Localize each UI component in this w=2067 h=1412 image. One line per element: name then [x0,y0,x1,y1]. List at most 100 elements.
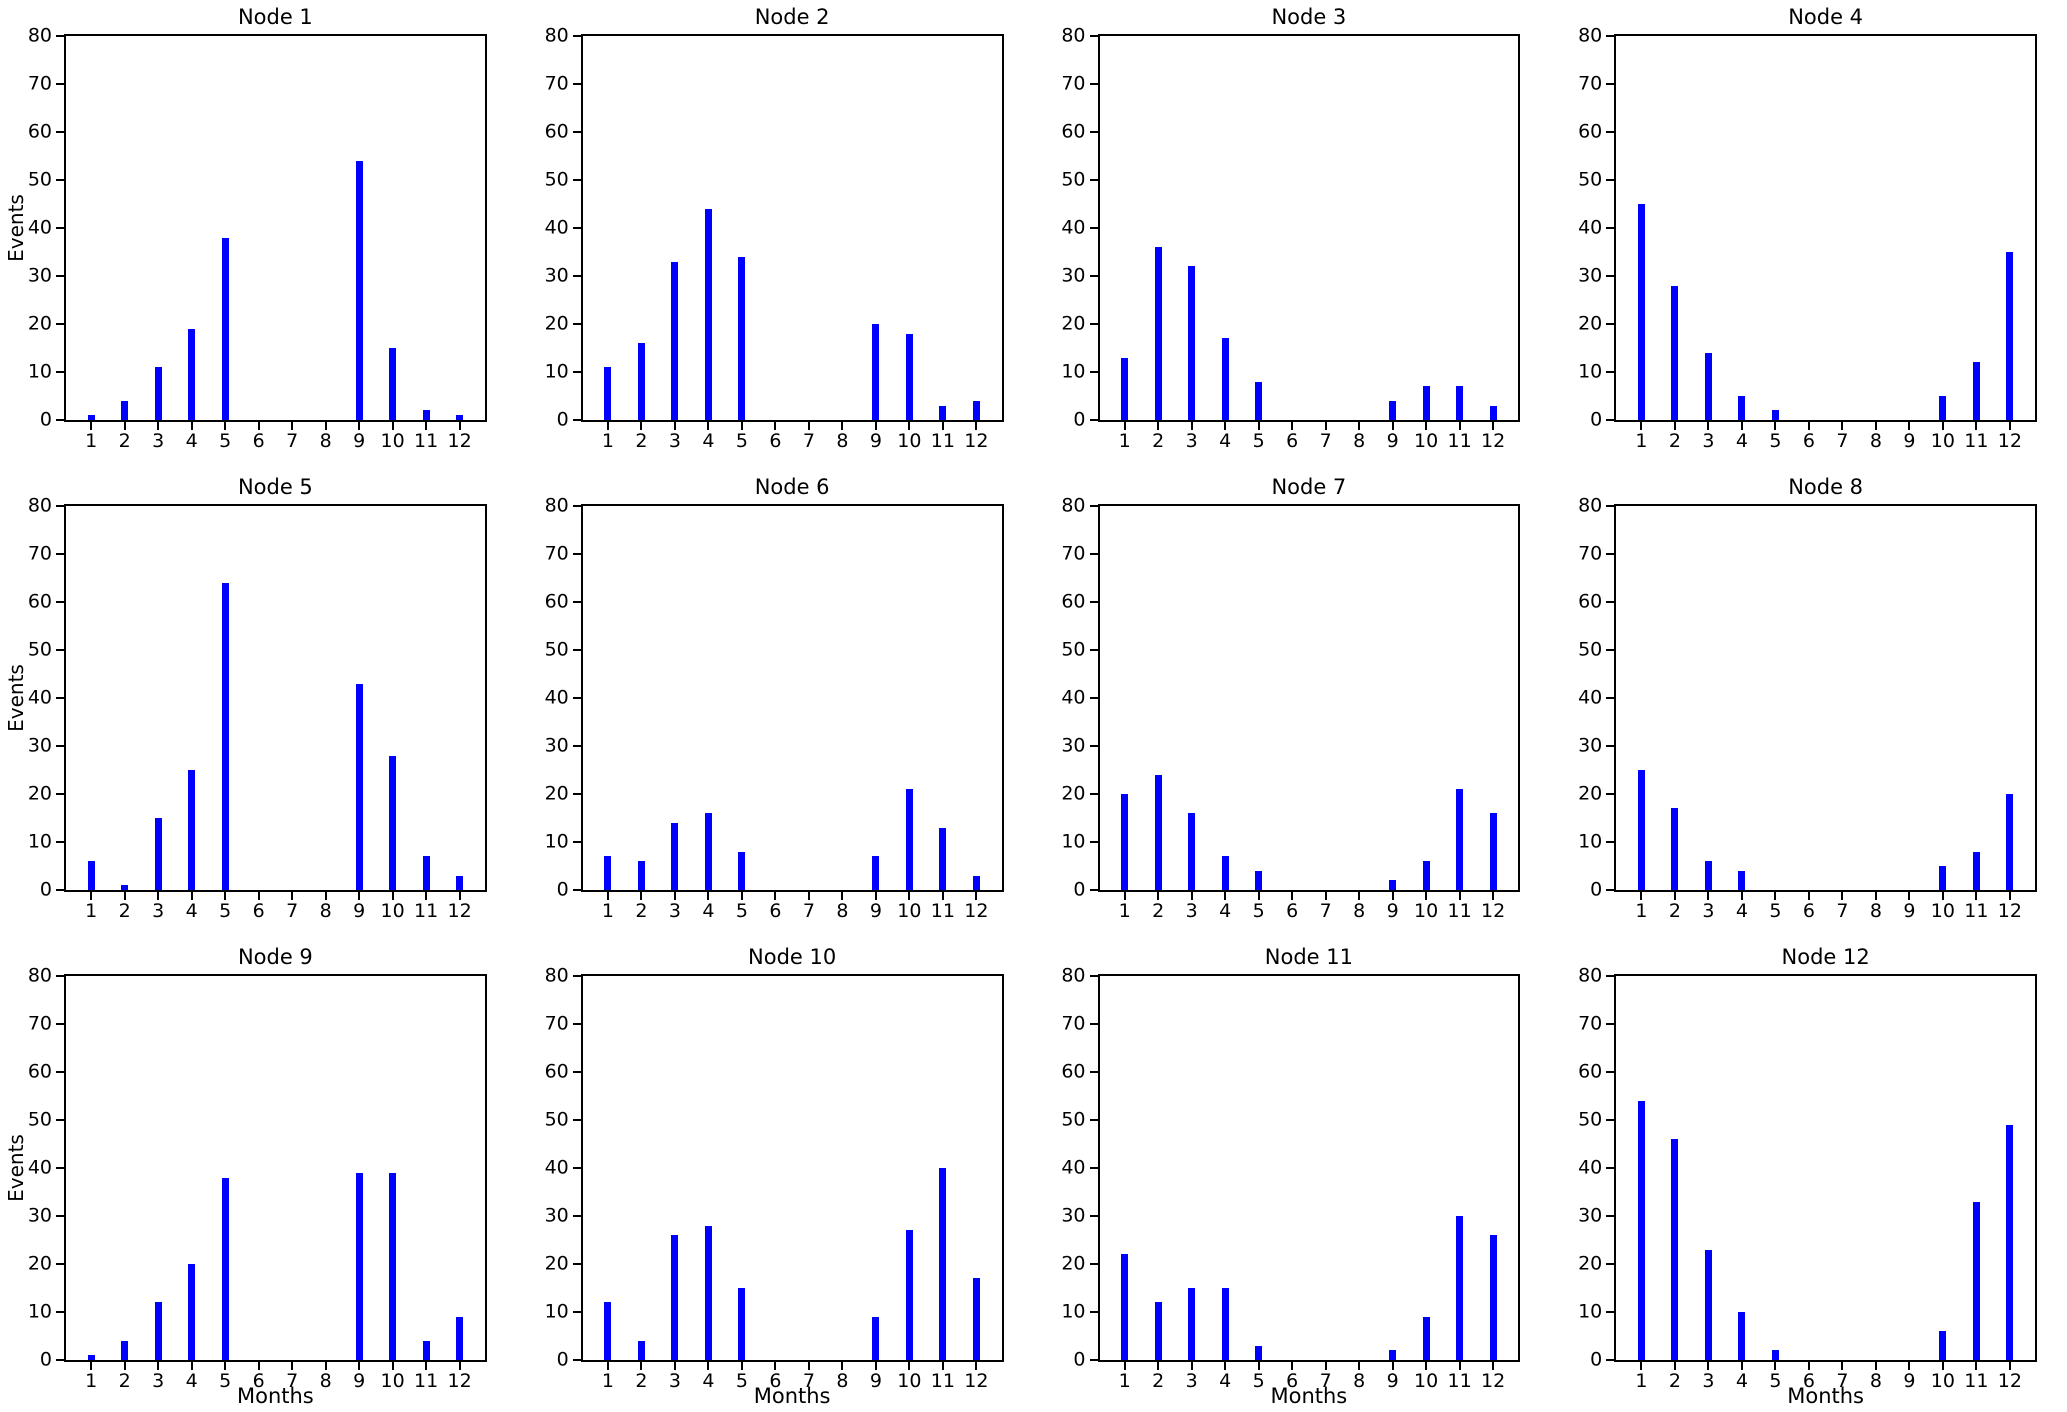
x-tick-mark [425,892,428,900]
bar-month-5 [738,256,746,420]
plot-area: 0 10 20 30 40 50 60 70 80 1 2 3 4 5 6 7 8 9 10 11 12 [28,26,487,451]
x-tick-mark [458,422,461,430]
y-tick-mark [56,227,64,229]
x-tick-mark [606,422,609,430]
y-tick-label: 60 [1578,120,1603,143]
x-tick-mark [1492,1362,1495,1370]
y-tick-label: 0 [39,1348,52,1371]
bar-month-1 [87,861,95,890]
plot-area: 0 10 20 30 40 50 60 70 80 1 2 3 4 5 6 7 8 9 10 11 12 [545,26,1004,451]
subplot-title: Node 4 [1788,5,1864,29]
x-tick-label: 9 [353,430,366,452]
x-tick-label: 12 [1997,430,2022,452]
bar-month-3 [1188,813,1196,890]
subplot-node-12: Node 12 0 10 20 30 40 50 60 70 80 1 2 3 4 5 6 7 8 9 10 11 12 M… [1550,940,2067,1412]
x-tick-mark [1123,422,1126,430]
x-tick-mark [1807,892,1810,900]
y-tick-mark [572,131,581,133]
y-tick-mark [1606,179,1615,181]
y-tick-mark [1606,1023,1615,1025]
x-tick-mark [807,892,810,900]
x-tick-label: 3 [1185,900,1198,922]
x-tick-mark [1425,1362,1428,1370]
x-tick-label: 4 [1219,1370,1232,1392]
x-tick-mark [324,1362,327,1370]
plot-area: 0 10 20 30 40 50 60 70 80 1 2 3 4 5 6 7 8 9 10 11 12 [1061,26,1521,451]
y-tick-label: 20 [1578,1252,1603,1275]
x-tick-label: 4 [702,430,715,452]
x-tick-mark [1157,422,1160,430]
bar-month-10 [389,755,397,890]
x-tick-mark [1774,1362,1777,1370]
y-tick-label: 20 [27,1252,52,1275]
x-tick-mark [425,1362,428,1370]
y-tick-mark [1606,1215,1615,1217]
bar-month-2 [1671,285,1679,420]
y-tick-mark [572,649,581,651]
bar-month-2 [121,400,129,420]
x-tick-mark [1157,1362,1160,1370]
y-tick-label: 80 [1061,24,1086,47]
y-tick-label: 30 [544,264,569,287]
y-tick-label: 40 [1578,686,1603,709]
y-tick-mark [56,649,64,651]
y-tick-mark [1089,745,1098,747]
y-tick-label: 10 [544,1300,569,1323]
y-tick-mark [572,371,581,373]
y-tick-mark [1606,1263,1615,1265]
y-tick-label: 40 [27,1156,52,1179]
y-tick-label: 10 [1061,830,1086,853]
x-tick-label: 5 [1252,1370,1265,1392]
y-tick-label: 0 [1073,878,1086,901]
y-tick-mark [56,131,64,133]
y-tick-label: 60 [27,590,52,613]
y-tick-mark [572,975,581,977]
y-tick-mark [56,889,64,891]
bar-month-11 [1456,789,1464,890]
x-tick-label: 6 [252,430,265,452]
x-tick-label: 10 [1930,1370,1955,1392]
x-tick-label: 12 [964,430,989,452]
y-tick-label: 20 [544,1252,569,1275]
x-tick-mark [1841,1362,1844,1370]
x-tick-label: 3 [668,900,681,922]
x-tick-mark [425,422,428,430]
y-tick-label: 10 [27,360,52,383]
x-tick-mark [1224,1362,1227,1370]
x-tick-mark [1673,422,1676,430]
x-tick-mark [1874,1362,1877,1370]
x-tick-mark [707,892,710,900]
x-tick-label: 10 [897,1370,922,1392]
y-tick-mark [56,1263,64,1265]
y-tick-label: 50 [544,1108,569,1131]
x-tick-mark [774,1362,777,1370]
bar-month-11 [939,827,947,890]
y-tick-label: 80 [27,964,52,987]
bar-month-3 [1188,1288,1196,1360]
y-tick-label: 40 [1061,1156,1086,1179]
y-tick-mark [572,1359,581,1361]
x-tick-label: 2 [1668,430,1681,452]
x-tick-label: 5 [219,1370,232,1392]
x-tick-mark [291,892,294,900]
y-tick-mark [572,505,581,507]
x-tick-mark [458,1362,461,1370]
y-tick-label: 10 [1061,360,1086,383]
x-tick-label: 12 [1997,1370,2022,1392]
x-tick-label: 10 [897,430,922,452]
x-tick-label: 10 [1930,900,1955,922]
bar-month-1 [1121,1254,1129,1360]
y-tick-label: 60 [544,1060,569,1083]
x-tick-label: 1 [1118,900,1131,922]
y-tick-label: 10 [1578,360,1603,383]
x-tick-mark [190,892,193,900]
y-tick-label: 80 [544,494,569,517]
x-tick-label: 2 [635,430,648,452]
y-tick-label: 70 [544,72,569,95]
x-tick-mark [1492,892,1495,900]
x-tick-label: 8 [319,1370,332,1392]
x-tick-mark [1807,422,1810,430]
x-tick-mark [774,422,777,430]
x-tick-label: 4 [1735,1370,1748,1392]
y-tick-label: 20 [1061,1252,1086,1275]
